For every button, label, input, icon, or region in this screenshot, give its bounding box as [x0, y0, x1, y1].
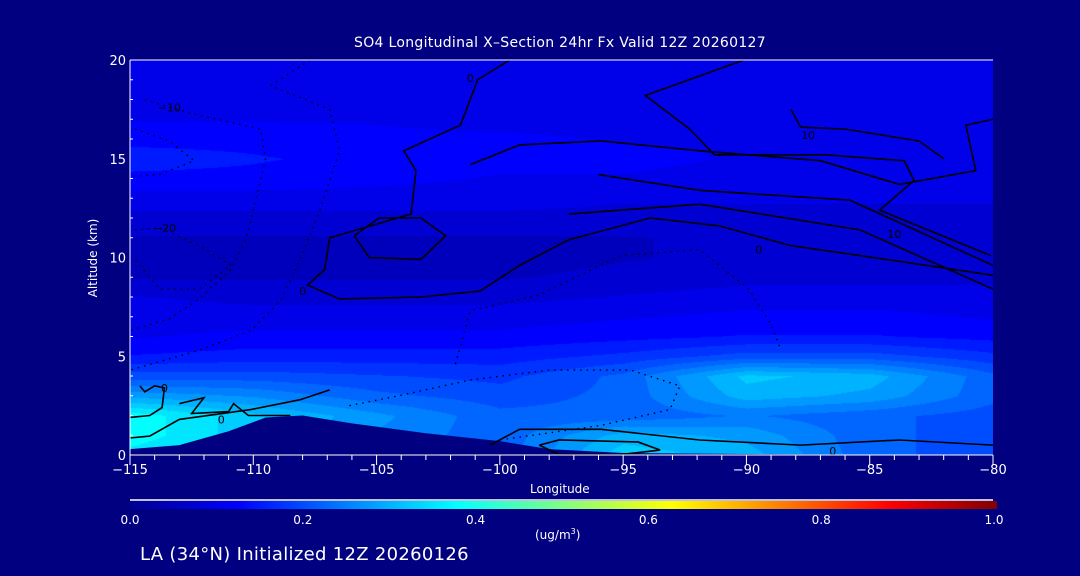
contour-label: 0	[829, 445, 836, 458]
contour-line-solid	[353, 217, 447, 261]
contour-line-dotted	[129, 128, 196, 178]
y-tick-label: 15	[109, 153, 126, 168]
colorbar-tick-label: 0.0	[120, 513, 140, 527]
contour-label: 0	[299, 285, 306, 298]
contour-line-dotted	[134, 227, 233, 290]
terrain	[130, 415, 993, 455]
colorbar-gradient	[130, 501, 997, 509]
contour-label: −10	[158, 101, 181, 114]
x-axis-label: Longitude	[530, 482, 590, 496]
x-tick-label: −110	[235, 463, 271, 478]
x-tick-label: −90	[733, 463, 760, 478]
concentration-filled-contours	[130, 60, 993, 455]
footer-caption: LA (34°N) Initialized 12Z 20260126	[140, 544, 469, 565]
contour-line-dotted	[454, 248, 782, 365]
terrain-profile	[130, 415, 993, 455]
colorbar-tick-label: 0.8	[811, 513, 831, 527]
colorbar-tick-label: 0.4	[466, 513, 486, 527]
x-tick-label: −105	[359, 463, 395, 478]
units-main: (ug/m	[535, 528, 571, 542]
y-axis-label: Altitude (km)	[86, 218, 100, 298]
colorbar-tick-label: 1.0	[984, 513, 1004, 527]
contour-label: 0	[467, 72, 474, 85]
contour-label: 10	[801, 129, 815, 142]
x-tick-label: −85	[856, 463, 883, 478]
x-tick-label: −95	[609, 463, 636, 478]
contour-line-solid	[129, 389, 330, 439]
x-tick-label: −100	[482, 463, 518, 478]
chart-title: SO4 Longitudinal X–Section 24hr Fx Valid…	[354, 35, 766, 51]
units-close: )	[575, 528, 581, 542]
contour-line-solid	[790, 108, 945, 160]
y-tick-label: 20	[109, 54, 126, 69]
contour-line-dotted	[349, 369, 681, 441]
contour-line-solid	[306, 59, 994, 300]
units-superscript: 3	[570, 527, 576, 536]
contour-lines: 0 0 10 0 10 −10 −20 0 0 0	[129, 59, 994, 458]
contour-label: 10	[887, 228, 901, 241]
colorbar	[130, 499, 997, 509]
contour-line-solid	[568, 203, 994, 290]
colorbar-tick-label: 0.6	[638, 513, 658, 527]
contour-line-solid	[643, 59, 991, 257]
colorbar-units: (ug/m3)	[535, 527, 580, 542]
contour-line-solid	[179, 396, 291, 417]
contour-line-dotted	[129, 98, 267, 332]
contour-line-solid	[489, 428, 994, 446]
contour-line-dotted	[129, 59, 341, 371]
x-tick-label: −80	[979, 463, 1006, 478]
contour-label: 0	[218, 413, 225, 426]
contour-label: 0	[755, 244, 762, 257]
x-tick-label: −115	[112, 463, 148, 478]
y-tick-label: 5	[118, 350, 126, 365]
y-tick-label: 0	[118, 449, 126, 464]
contour-line-solid	[129, 385, 166, 419]
contour-label: −20	[153, 222, 176, 235]
contour-line-solid	[469, 118, 994, 186]
contour-label: 0	[161, 382, 168, 395]
contour-line-solid	[598, 173, 994, 267]
y-tick-label: 10	[109, 252, 126, 267]
colorbar-tick-label: 0.2	[293, 513, 313, 527]
